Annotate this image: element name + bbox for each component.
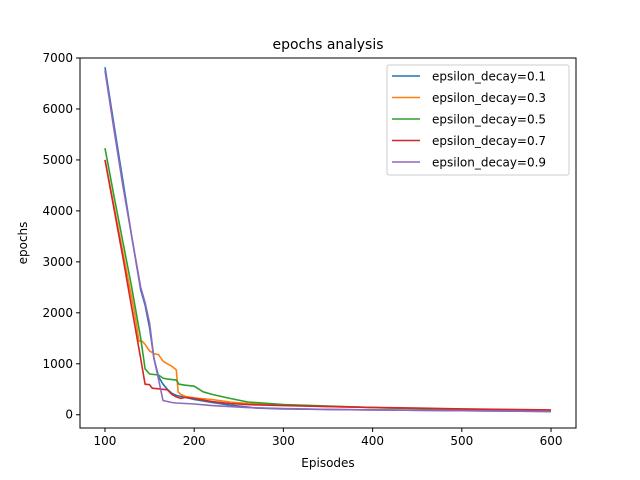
x-tick-label: 400 [361,434,384,448]
y-tick-label: 6000 [42,102,73,116]
x-tick-label: 100 [94,434,117,448]
x-tick-label: 500 [450,434,473,448]
x-axis-ticks: 100 200 300 400 500 600 [94,428,563,448]
legend-label: epsilon_decay=0.5 [432,113,546,127]
plot-frame [79,57,577,429]
y-tick-label: 7000 [42,51,73,65]
legend-label: epsilon_decay=0.3 [432,91,546,105]
chart-title: epochs analysis [272,37,383,53]
y-tick-label: 1000 [42,357,73,371]
legend-frame [386,64,570,176]
x-tick-label: 300 [272,434,295,448]
y-tick-label: 4000 [42,204,73,218]
legend-label: epsilon_decay=0.7 [432,134,546,148]
series-line-5 [104,70,552,413]
y-axis-ticks: 0 1000 2000 3000 4000 5000 6000 7000 [42,51,80,422]
legend-label: epsilon_decay=0.9 [432,156,546,170]
legend: epsilon_decay=0.1 epsilon_decay=0.3epsilo… [386,64,570,176]
series-line-4 [104,159,552,411]
y-tick-label: 0 [65,408,73,422]
y-tick-label: 5000 [42,153,73,167]
x-axis-label: Episodes [301,456,354,470]
legend-label: epsilon_decay=0.1 [432,70,546,84]
series-lines [104,67,552,413]
y-tick-label: 2000 [42,306,73,320]
x-tick-label: 200 [183,434,206,448]
y-tick-label: 3000 [42,255,73,269]
x-tick-label: 600 [540,434,563,448]
y-axis-label: epochs [16,222,30,265]
